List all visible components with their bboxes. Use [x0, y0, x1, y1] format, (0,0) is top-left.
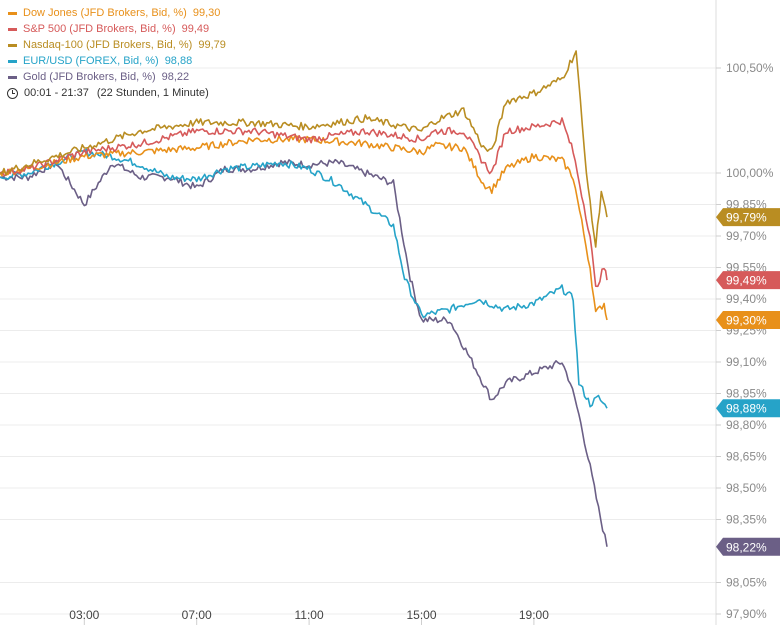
- badge-shape: [716, 399, 780, 418]
- legend-swatch: [8, 27, 17, 31]
- x-tick-label: 03:00: [69, 608, 99, 622]
- y-tick-label: 100,00%: [726, 166, 774, 180]
- last-value-badge: 98,88%: [716, 399, 780, 418]
- y-tick-label: 98,50%: [726, 481, 767, 495]
- legend-value: 98,88: [164, 55, 193, 67]
- legend-item-nasdaq[interactable]: Nasdaq-100 (JFD Brokers, Bid, %) 99,79: [8, 37, 226, 53]
- last-value-badge: 99,49%: [716, 271, 780, 290]
- x-tick-label: 19:00: [519, 608, 549, 622]
- series-lines: [0, 50, 608, 547]
- badge-label: 99,30%: [726, 314, 767, 328]
- last-value-badge: 99,79%: [716, 208, 780, 227]
- legend-item-eurusd[interactable]: EUR/USD (FOREX, Bid, %) 98,88: [8, 53, 226, 69]
- y-tick-label: 99,55%: [726, 261, 767, 275]
- legend-value: 99,49: [181, 23, 210, 35]
- y-tick-label: 99,70%: [726, 229, 767, 243]
- badge-label: 99,49%: [726, 274, 767, 288]
- time-range-detail: (22 Stunden, 1 Minute): [96, 87, 209, 99]
- y-tick-label: 99,85%: [726, 198, 767, 212]
- y-tick-label: 98,65%: [726, 450, 767, 464]
- legend-value: 99,79: [198, 39, 226, 51]
- badge-label: 99,79%: [726, 211, 767, 225]
- time-range-label: 00:01 - 21:37: [24, 87, 89, 99]
- legend-item-sp500[interactable]: S&P 500 (JFD Brokers, Bid, %) 99,49: [8, 21, 226, 37]
- last-value-badges: 99,30% 99,49% 99,79% 98,88% 98,22%: [716, 208, 780, 556]
- legend: Dow Jones (JFD Brokers, Bid, %) 99,30 S&…: [7, 5, 226, 101]
- legend-label: Nasdaq-100 (JFD Brokers, Bid, %): [23, 39, 193, 51]
- series-line: [0, 117, 608, 288]
- series-line: [0, 148, 608, 409]
- badge-shape: [716, 537, 780, 556]
- y-tick-label: 99,40%: [726, 292, 767, 306]
- time-range: 00:01 - 21:37 (22 Stunden, 1 Minute): [7, 85, 226, 101]
- series-line: [0, 135, 608, 321]
- y-tick-label: 99,10%: [726, 355, 767, 369]
- y-tick-label: 98,35%: [726, 513, 767, 527]
- x-tick-label: 07:00: [182, 608, 212, 622]
- x-axis: 03:00 07:00 11:00 15:00 19:00: [69, 608, 549, 625]
- last-value-badge: 98,22%: [716, 537, 780, 556]
- badge-label: 98,88%: [726, 402, 767, 416]
- y-tick-label: 97,90%: [726, 607, 767, 621]
- legend-swatch: [8, 59, 17, 63]
- badge-shape: [716, 208, 780, 227]
- legend-swatch: [8, 11, 17, 15]
- series-line: [0, 50, 608, 248]
- legend-item-gold[interactable]: Gold (JFD Brokers, Bid, %) 98,22: [8, 69, 226, 85]
- badge-shape: [716, 311, 780, 329]
- legend-label: S&P 500 (JFD Brokers, Bid, %): [23, 23, 176, 35]
- last-value-badge: 99,30%: [716, 311, 780, 329]
- y-tick-label: 98,80%: [726, 418, 767, 432]
- legend-swatch: [8, 43, 17, 47]
- legend-label: Gold (JFD Brokers, Bid, %): [23, 71, 156, 83]
- horizontal-gridlines: [0, 67, 716, 615]
- legend-label: Dow Jones (JFD Brokers, Bid, %): [23, 7, 187, 19]
- legend-swatch: [8, 75, 17, 79]
- series-line: [0, 158, 608, 547]
- badge-shape: [716, 271, 780, 290]
- legend-value: 98,22: [161, 71, 190, 83]
- y-axis: 100,50% 100,00% 99,85% 99,70% 99,55% 99,40% 99…: [716, 61, 774, 621]
- badge-label: 98,22%: [726, 540, 767, 554]
- y-tick-label: 98,95%: [726, 387, 767, 401]
- x-tick-label: 15:00: [406, 608, 436, 622]
- legend-item-dow-jones[interactable]: Dow Jones (JFD Brokers, Bid, %) 99,30: [8, 5, 226, 21]
- y-tick-label: 98,05%: [726, 576, 767, 590]
- legend-value: 99,30: [192, 7, 221, 19]
- clock-icon: [7, 87, 18, 99]
- x-tick-label: 11:00: [295, 608, 324, 622]
- legend-label: EUR/USD (FOREX, Bid, %): [23, 55, 159, 67]
- y-tick-label: 100,50%: [726, 61, 774, 75]
